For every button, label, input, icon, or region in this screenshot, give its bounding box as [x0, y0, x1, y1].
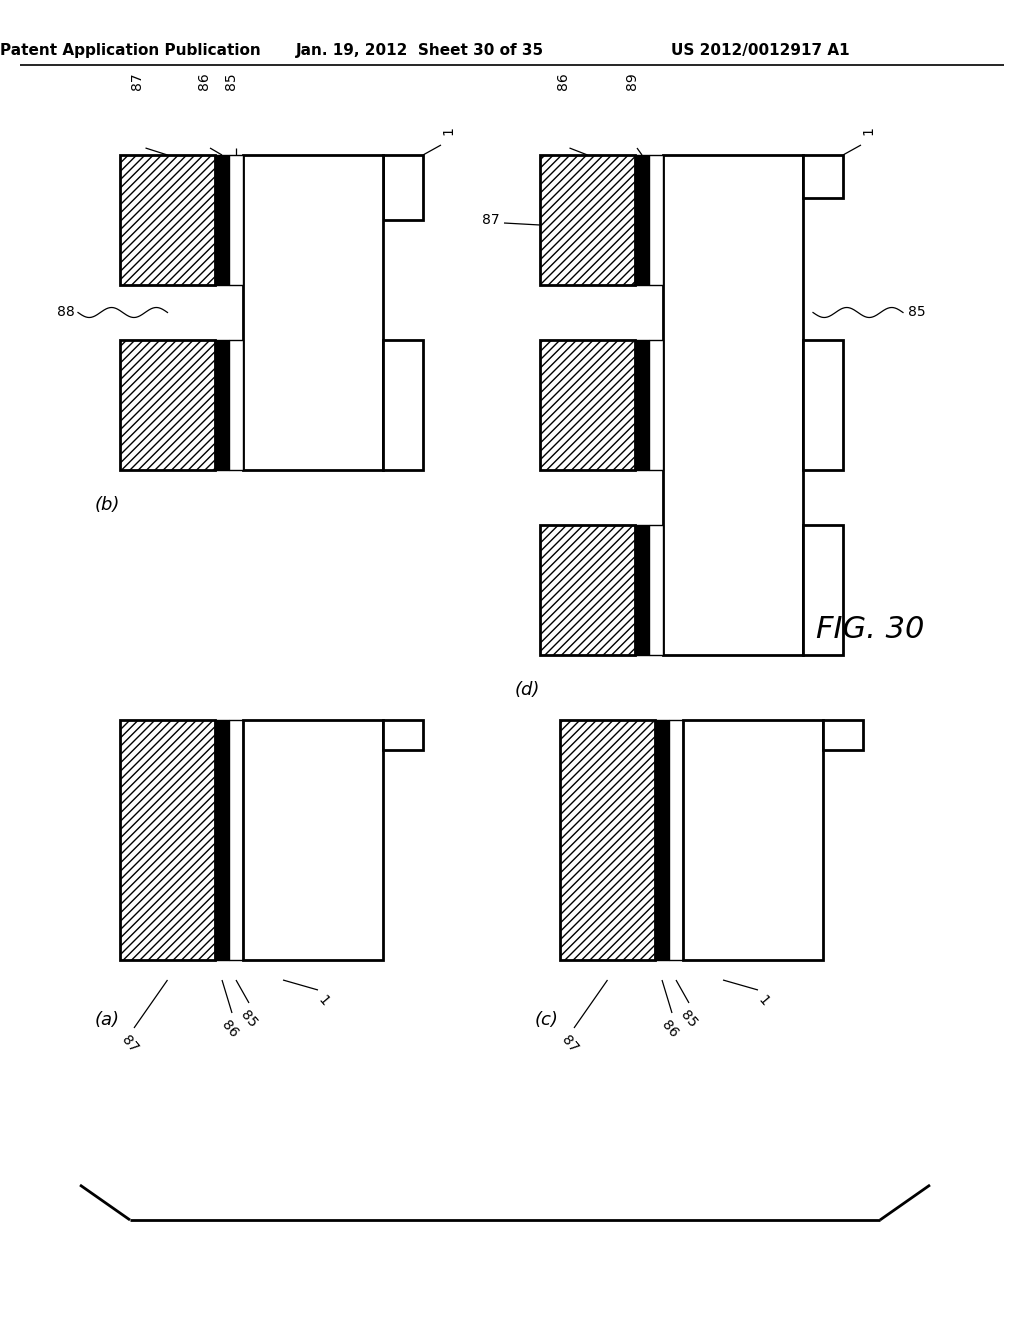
Bar — [635, 341, 649, 470]
Text: 1: 1 — [861, 127, 874, 135]
Bar — [803, 525, 843, 655]
Bar — [215, 719, 229, 960]
Bar — [215, 154, 229, 285]
Bar — [229, 154, 243, 285]
Bar — [803, 341, 843, 470]
Bar — [383, 341, 423, 470]
Bar — [649, 525, 663, 655]
Text: (d): (d) — [515, 681, 541, 700]
Bar — [120, 154, 215, 285]
Bar — [383, 719, 423, 750]
Bar — [560, 719, 655, 960]
Bar — [649, 154, 663, 285]
Text: Jan. 19, 2012  Sheet 30 of 35: Jan. 19, 2012 Sheet 30 of 35 — [296, 42, 544, 58]
Bar — [120, 341, 215, 470]
Bar — [635, 154, 649, 285]
Text: 88: 88 — [57, 305, 75, 319]
Bar — [243, 154, 383, 470]
Text: (c): (c) — [535, 1011, 559, 1030]
Bar — [683, 719, 823, 960]
Bar — [120, 719, 215, 960]
Bar — [383, 154, 423, 220]
Bar — [215, 341, 229, 470]
Bar — [669, 719, 683, 960]
Text: US 2012/0012917 A1: US 2012/0012917 A1 — [671, 42, 849, 58]
Text: 86: 86 — [658, 1018, 681, 1040]
Text: 86: 86 — [555, 73, 569, 90]
Text: 86: 86 — [219, 1018, 241, 1040]
Text: 1: 1 — [755, 993, 771, 1008]
Text: 85: 85 — [908, 305, 926, 319]
Text: 89: 89 — [625, 73, 639, 90]
Text: 87: 87 — [559, 1034, 581, 1056]
Bar — [540, 525, 635, 655]
Bar — [229, 719, 243, 960]
Text: 87: 87 — [482, 213, 500, 227]
Text: 85: 85 — [238, 1008, 260, 1031]
Text: Patent Application Publication: Patent Application Publication — [0, 42, 260, 58]
Text: FIG. 30: FIG. 30 — [816, 615, 925, 644]
Bar — [243, 719, 383, 960]
Bar — [649, 341, 663, 470]
Text: (b): (b) — [95, 496, 121, 513]
Bar — [635, 525, 649, 655]
Bar — [823, 719, 863, 750]
Text: 85: 85 — [224, 73, 238, 90]
Bar — [229, 341, 243, 470]
Bar — [540, 154, 635, 285]
Text: 86: 86 — [197, 73, 211, 90]
Bar — [663, 154, 803, 655]
Text: 1: 1 — [314, 993, 331, 1008]
Bar — [803, 154, 843, 198]
Text: (a): (a) — [95, 1011, 120, 1030]
Text: 87: 87 — [130, 73, 144, 90]
Text: 87: 87 — [119, 1034, 141, 1056]
Text: 1: 1 — [441, 127, 455, 135]
Bar — [655, 719, 669, 960]
Text: 85: 85 — [678, 1008, 700, 1031]
Bar — [540, 341, 635, 470]
